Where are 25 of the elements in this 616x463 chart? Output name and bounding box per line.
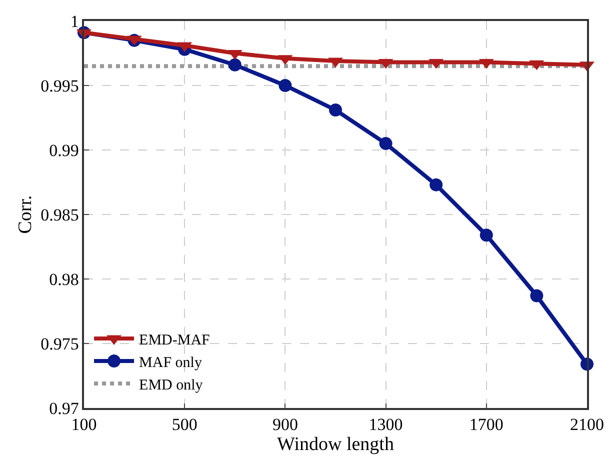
x-tick-label: 1300 (368, 415, 403, 434)
legend-label: MAF only (139, 354, 202, 371)
point (480, 228, 493, 242)
legend-label: EMD only (139, 377, 204, 394)
y-tick-label: 0.99 (49, 140, 79, 160)
point (430, 178, 443, 192)
y-tick-label: 0.97 (49, 398, 80, 418)
x-tick-label: 2100 (570, 415, 604, 434)
y-tick-label: 0.98 (49, 270, 79, 289)
y-tick-label: 0.995 (40, 76, 79, 96)
point (379, 137, 392, 150)
x-tick-label: 100 (71, 415, 97, 434)
legend-label: EMD-MAF (139, 332, 210, 348)
y-tick-label: 0.975 (40, 334, 79, 354)
point (530, 289, 544, 302)
x-tick-label: 900 (272, 415, 298, 434)
y-tick-label: 0.985 (40, 205, 79, 224)
x-tick-label: 1700 (469, 415, 504, 434)
point (278, 79, 292, 92)
point (228, 58, 242, 72)
point (329, 104, 342, 117)
y-axis-title: Corr. (14, 195, 36, 234)
x-tick-label: 500 (172, 415, 198, 434)
y-tick-label: 1 (70, 12, 79, 31)
x-axis-title: Window length (277, 434, 394, 456)
